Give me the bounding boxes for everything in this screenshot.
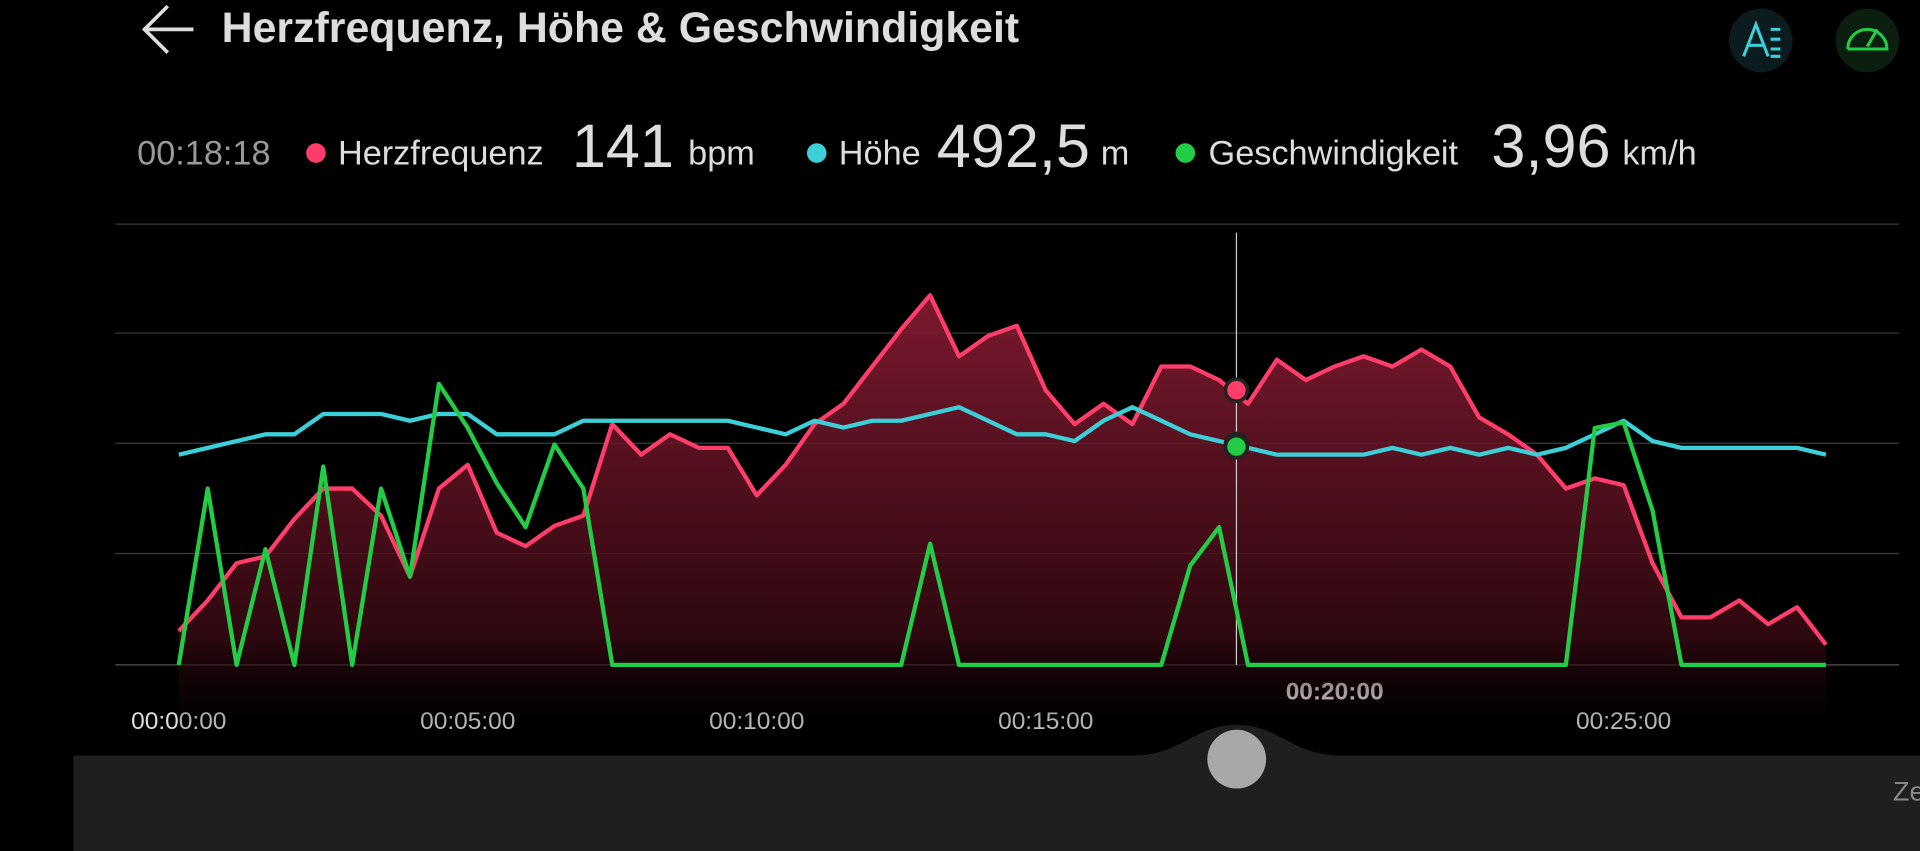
page-title: Herzfrequenz, Höhe & Geschwindigkeit <box>222 4 1020 52</box>
readout-value: 141 <box>572 112 674 180</box>
cursor-dot <box>1223 433 1250 460</box>
readout-value: 3,96 <box>1491 112 1610 180</box>
legend-dot <box>306 143 326 163</box>
icon-bg <box>1835 8 1900 73</box>
footer-label: Ze <box>1893 777 1920 807</box>
chart-style-button[interactable] <box>1728 8 1793 73</box>
series-area <box>178 295 1826 750</box>
plot: 00:00:0000:05:0000:10:0000:15:0000:20:00… <box>131 232 1828 750</box>
series-line <box>178 405 1827 457</box>
legend-label: Geschwindigkeit <box>1209 135 1459 173</box>
cursor-time: 00:18:18 <box>137 135 270 173</box>
legend-label: Herzfrequenz <box>338 135 544 173</box>
scrubber-knob[interactable] <box>1207 729 1267 789</box>
back-button[interactable] <box>141 4 194 54</box>
series-line <box>177 293 1828 646</box>
speed-button[interactable] <box>1835 8 1900 73</box>
legend-dot <box>806 143 827 163</box>
back-arrow-head <box>141 4 170 54</box>
readout-unit: bpm <box>688 135 755 173</box>
scrubber-bar <box>73 724 1920 851</box>
legend-label: Höhe <box>839 135 921 173</box>
icon <box>1742 20 1781 58</box>
cursor-dot <box>1223 377 1250 404</box>
series-line <box>176 381 1826 668</box>
readout-unit: km/h <box>1622 135 1696 173</box>
readout-unit: m <box>1101 135 1130 173</box>
readout-value: 492,5 <box>937 112 1090 180</box>
legend-dot <box>1175 143 1196 163</box>
icon <box>1846 27 1889 51</box>
